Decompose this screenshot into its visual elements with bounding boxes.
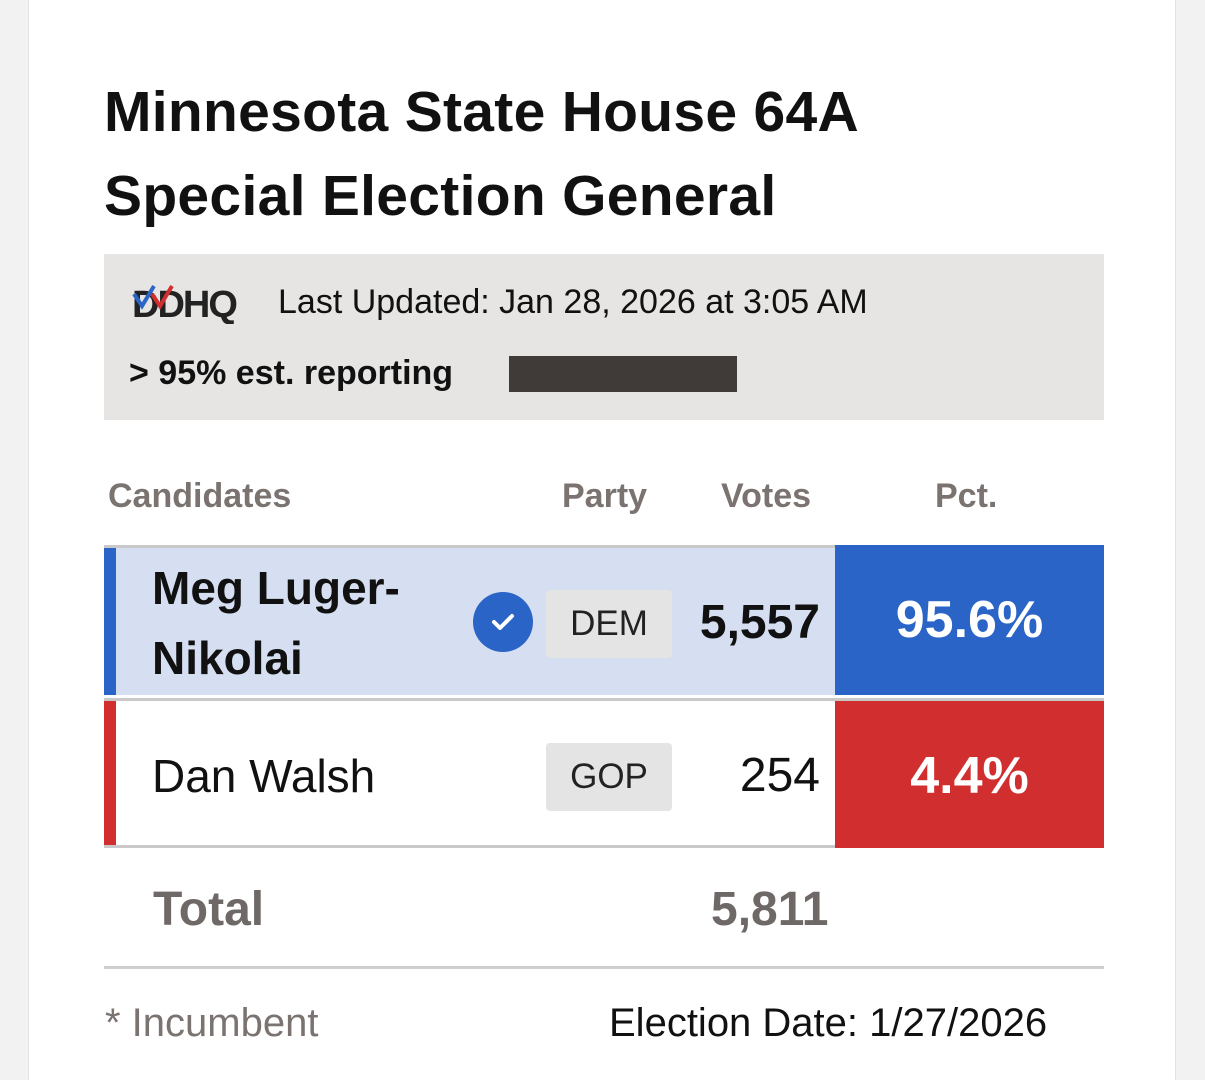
check-circle-icon [473, 592, 533, 652]
title-line-1: Minnesota State House 64A [104, 80, 860, 144]
candidate-pct: 95.6% [835, 545, 1104, 695]
reporting-progress-bar [509, 356, 749, 392]
party-badge: DEM [546, 590, 672, 658]
table-row-candidate-1: Meg Luger-Nikolai DEM 5,557 95.6% [104, 545, 1104, 695]
column-header-pct: Pct. [935, 477, 998, 515]
reporting-label: > 95% est. reporting [129, 354, 454, 392]
footer-divider [104, 966, 1104, 969]
column-header-party: Party [562, 477, 648, 515]
title-line-2: Special Election General [104, 164, 777, 228]
party-color-bar [104, 701, 116, 845]
results-card: Minnesota State House 64A Special Electi… [28, 0, 1176, 1080]
logo-text: DDHQ [132, 284, 236, 324]
candidate-pct: 4.4% [835, 701, 1104, 848]
party-badge: GOP [546, 743, 672, 811]
page-title: Minnesota State House 64A Special Electi… [104, 70, 1004, 238]
total-votes: 5,811 [711, 883, 829, 936]
election-date: Election Date: 1/27/2026 [609, 1001, 1048, 1045]
total-label: Total [153, 883, 265, 936]
column-header-candidates: Candidates [108, 477, 292, 515]
ddhq-logo-icon: DDHQ [132, 284, 238, 324]
reporting-progress-fill [509, 356, 737, 392]
candidate-votes: 5,557 [699, 596, 820, 649]
check-mark-glyph [492, 614, 514, 630]
table-row-candidate-2: Dan Walsh GOP 254 4.4% [104, 698, 1104, 848]
status-panel: DDHQ Last Updated: Jan 28, 2026 at 3:05 … [104, 254, 1104, 420]
column-header-votes: Votes [721, 477, 812, 515]
candidate-name: Meg Luger-Nikolai [152, 562, 400, 684]
incumbent-note: * Incumbent [105, 1001, 319, 1045]
party-color-bar [104, 548, 116, 695]
last-updated: Last Updated: Jan 28, 2026 at 3:05 AM [278, 283, 868, 321]
candidate-name: Dan Walsh [152, 750, 376, 802]
candidate-votes: 254 [739, 749, 820, 802]
